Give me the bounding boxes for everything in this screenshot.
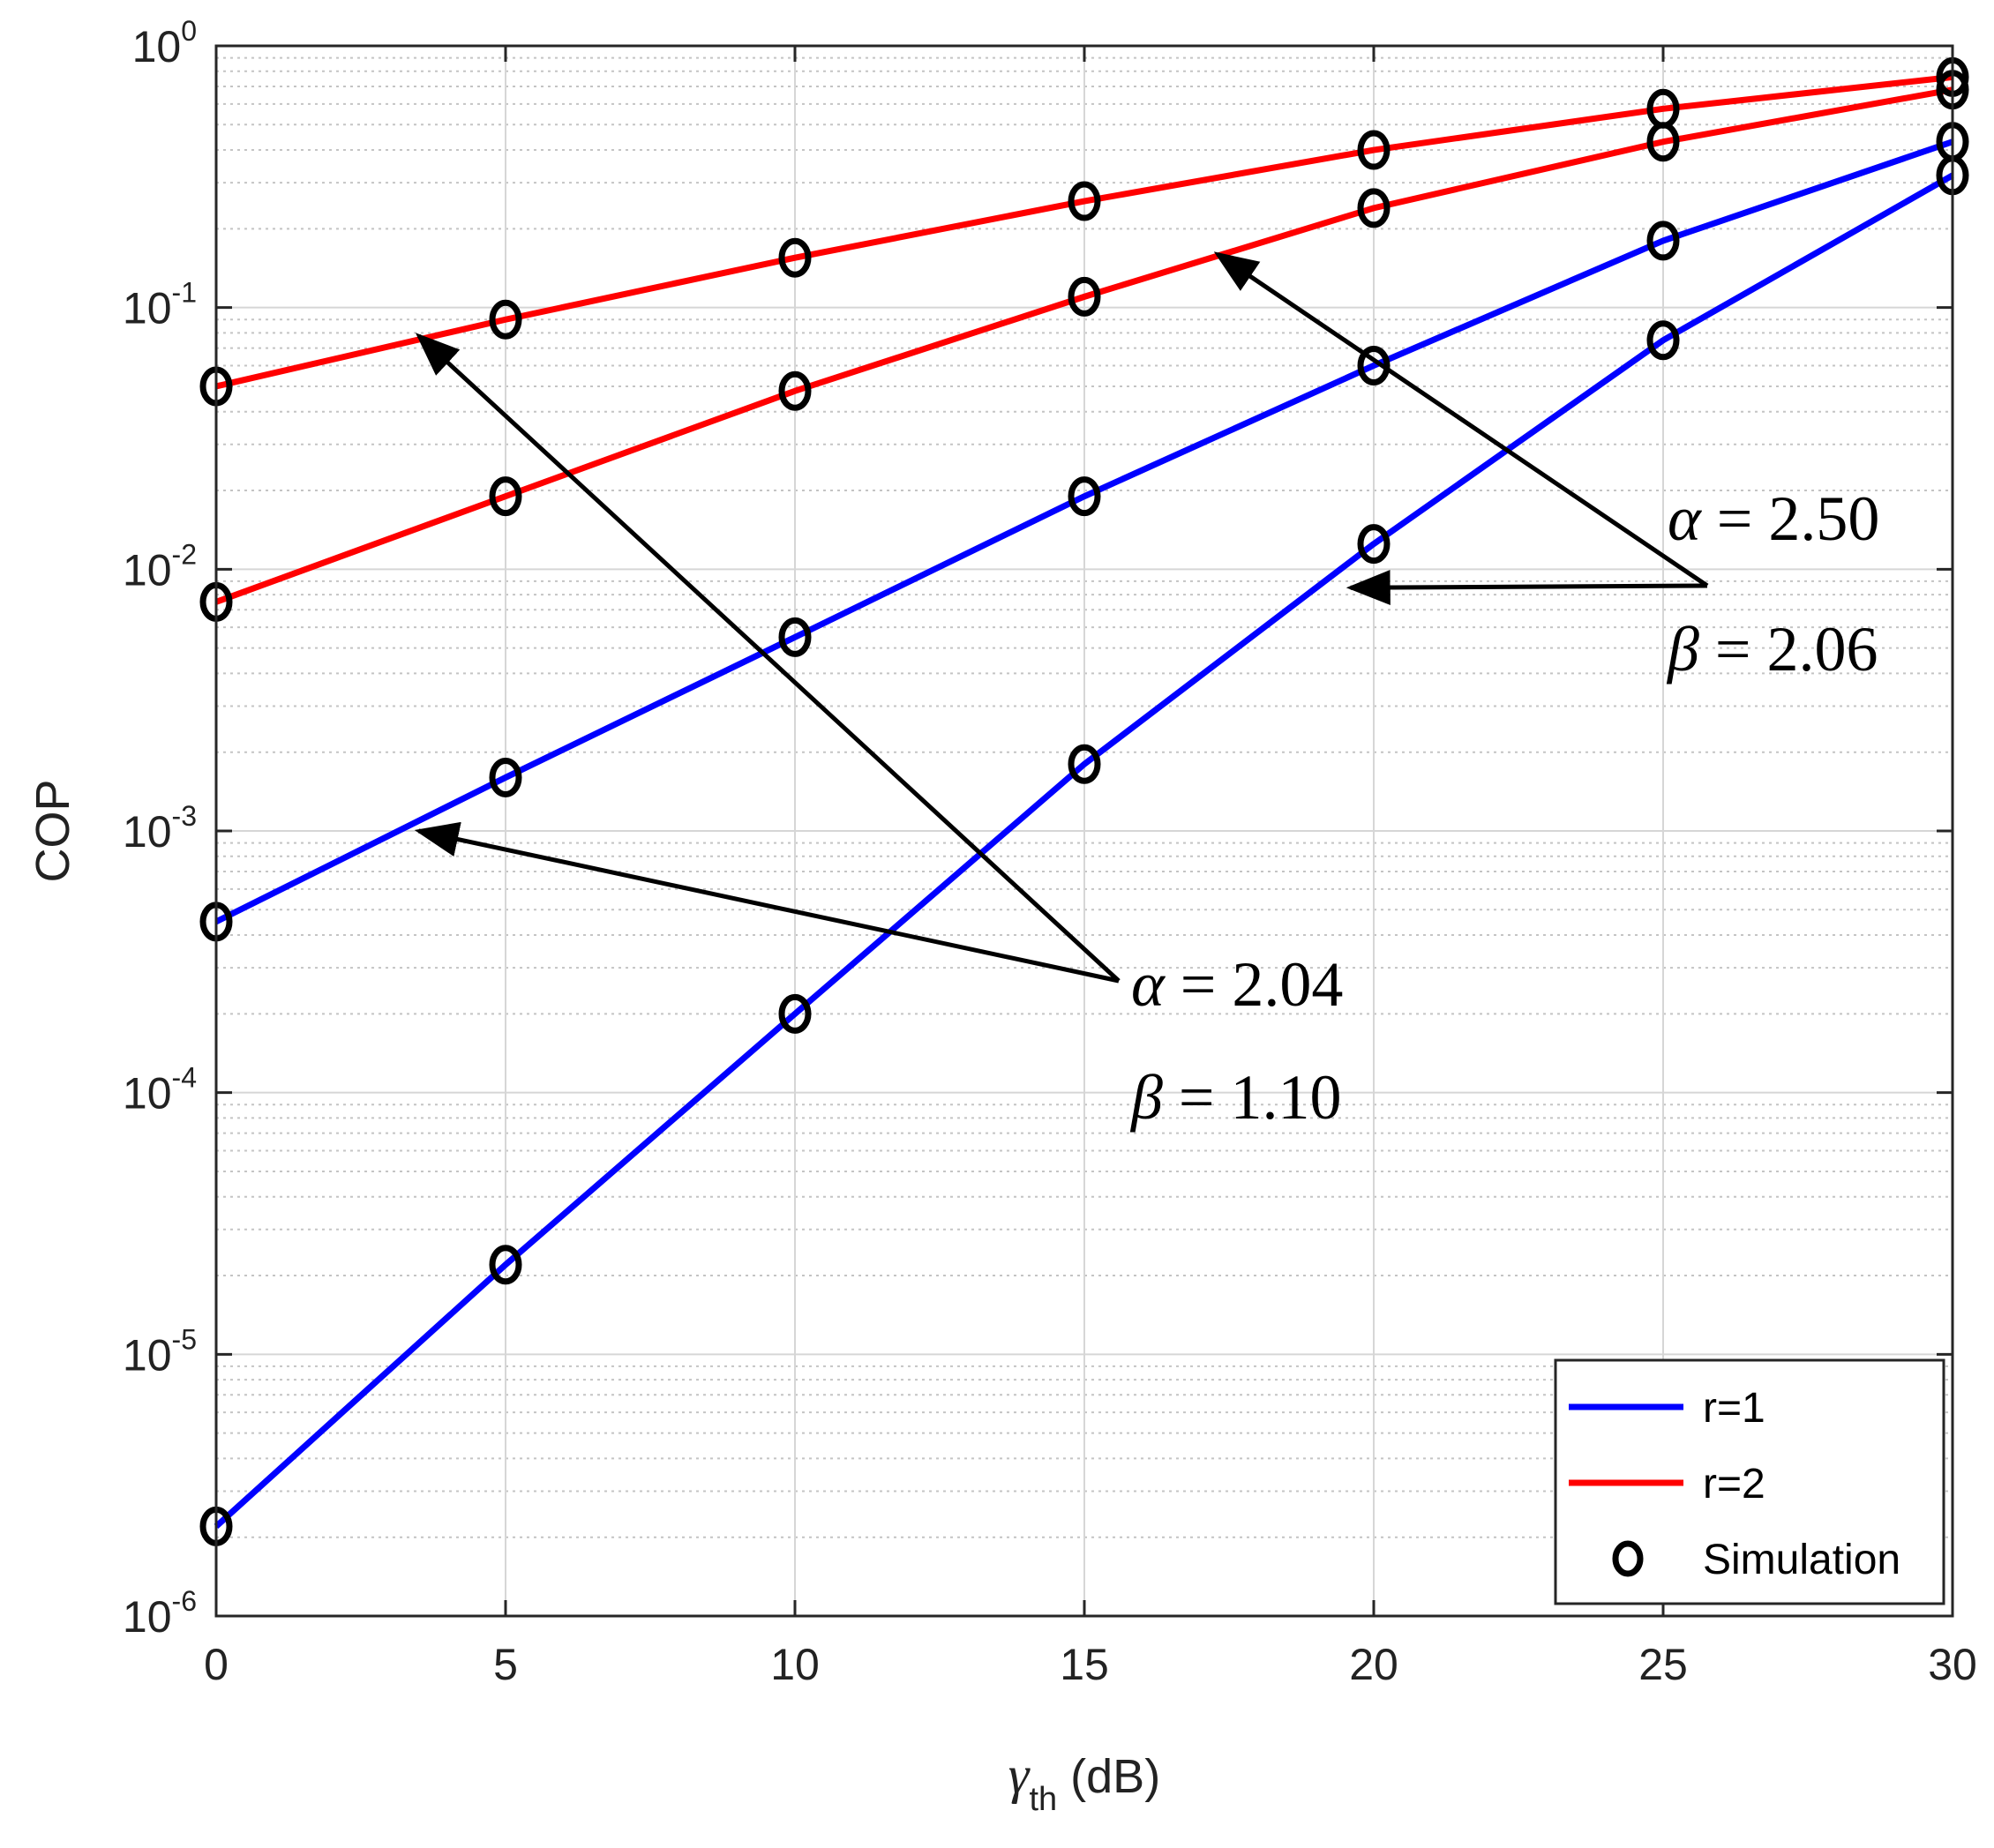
series-line-r1-2 bbox=[214, 138, 1954, 925]
annotation-b-beta-symbol: β bbox=[1666, 614, 1699, 685]
y-tick-label-exponent: -6 bbox=[172, 1585, 197, 1617]
simulation-marker bbox=[489, 299, 522, 340]
series-line-r2-3 bbox=[214, 86, 1953, 605]
simulation-marker bbox=[1357, 524, 1391, 565]
y-tick-label: 10-1 bbox=[123, 277, 197, 333]
simulation-marker bbox=[1646, 221, 1680, 261]
annot-b-arrow-2 bbox=[1346, 570, 1708, 606]
y-tick-label-exponent: -5 bbox=[172, 1323, 197, 1355]
y-tick-label-base: 10 bbox=[123, 1069, 172, 1119]
y-tick-label: 10-2 bbox=[123, 538, 197, 595]
series-line-r1-1 bbox=[214, 172, 1954, 1530]
x-tick-label: 5 bbox=[493, 1640, 518, 1689]
y-tick-label-exponent: 0 bbox=[181, 15, 197, 47]
y-tick-label-base: 10 bbox=[123, 545, 172, 595]
y-tick-label-base: 10 bbox=[123, 284, 172, 333]
y-tick-label-exponent: -2 bbox=[172, 538, 197, 570]
y-tick-label: 100 bbox=[132, 15, 197, 71]
legend-simulation-label: Simulation bbox=[1703, 1537, 1900, 1583]
y-tick-label-exponent: -3 bbox=[172, 800, 197, 832]
simulation-marker bbox=[489, 476, 522, 517]
legend-r2-label: r=2 bbox=[1703, 1461, 1765, 1508]
legend-simulation-marker bbox=[1612, 1540, 1644, 1577]
simulation-marker bbox=[489, 1245, 522, 1285]
y-tick-label-base: 10 bbox=[123, 807, 172, 857]
simulation-marker bbox=[489, 757, 522, 797]
y-tick-label: 10-4 bbox=[123, 1062, 197, 1119]
annotation-a-beta-symbol: β bbox=[1129, 1062, 1163, 1133]
simulation-marker bbox=[1357, 345, 1391, 385]
x-tick-label: 10 bbox=[770, 1640, 820, 1689]
simulation-marker bbox=[778, 617, 812, 657]
x-axis-label: γth (dB) bbox=[1008, 1746, 1160, 1818]
simulation-marker bbox=[1068, 744, 1101, 784]
annot-a-arrow-2 bbox=[414, 821, 1120, 984]
annotation-b-beta-value: = 2.06 bbox=[1699, 614, 1878, 685]
legend-r1-label: r=1 bbox=[1703, 1385, 1765, 1432]
x-tick-label: 20 bbox=[1349, 1640, 1398, 1689]
annotation-a-beta-value: = 1.10 bbox=[1163, 1062, 1342, 1133]
x-axis-label-subscript: th bbox=[1029, 1781, 1057, 1818]
annotations bbox=[414, 251, 1709, 984]
simulation-marker bbox=[1646, 320, 1680, 361]
series-line-r2-4 bbox=[215, 73, 1953, 390]
annotation-a-alpha-value: = 2.04 bbox=[1165, 949, 1344, 1020]
y-tick-label-exponent: -4 bbox=[172, 1062, 197, 1094]
annotation-b-beta-line: β = 2.06 bbox=[1666, 614, 1878, 685]
simulation-marker bbox=[778, 237, 812, 278]
y-tick-label-base: 10 bbox=[123, 1592, 172, 1642]
annotation-b-alpha-symbol: α bbox=[1668, 483, 1702, 554]
simulation-marker bbox=[1068, 276, 1101, 317]
simulation-marker bbox=[778, 993, 812, 1034]
x-axis-label-unit: (dB) bbox=[1057, 1750, 1160, 1803]
y-tick-label: 10-3 bbox=[123, 800, 197, 857]
x-axis-label-symbol: γ bbox=[1008, 1746, 1031, 1804]
y-tick-label: 10-5 bbox=[123, 1323, 197, 1380]
simulation-marker bbox=[1357, 188, 1391, 228]
x-tick-label: 15 bbox=[1060, 1640, 1109, 1689]
simulation-marker bbox=[1357, 130, 1391, 170]
annot-a-arrow-1 bbox=[415, 333, 1121, 983]
annotation-a-alpha-symbol: α bbox=[1131, 949, 1166, 1020]
x-tick-label: 0 bbox=[204, 1640, 229, 1689]
annot-b-arrow-1 bbox=[1213, 251, 1709, 588]
x-tick-label: 30 bbox=[1928, 1640, 1977, 1689]
simulation-marker bbox=[1068, 181, 1101, 221]
series-lines bbox=[214, 73, 1954, 1530]
y-tick-label-base: 10 bbox=[123, 1330, 172, 1380]
annotation-b-alpha-value: = 2.50 bbox=[1701, 483, 1880, 554]
y-tick-label-base: 10 bbox=[132, 22, 182, 71]
y-tick-label: 10-6 bbox=[123, 1585, 197, 1642]
y-axis-label: COP bbox=[26, 779, 79, 882]
annotation-a-beta-line: β = 1.10 bbox=[1129, 1062, 1341, 1133]
x-tick-label: 25 bbox=[1638, 1640, 1688, 1689]
legend: r=1 r=2 Simulation bbox=[1554, 1358, 1945, 1605]
simulation-marker bbox=[778, 370, 812, 411]
annotation-b-alpha-line: α = 2.50 bbox=[1668, 483, 1879, 554]
annotation-a-alpha-line: α = 2.04 bbox=[1131, 949, 1343, 1020]
simulation-marker bbox=[1068, 476, 1101, 517]
simulation-marker bbox=[1646, 88, 1680, 129]
y-tick-label-exponent: -1 bbox=[172, 277, 197, 309]
